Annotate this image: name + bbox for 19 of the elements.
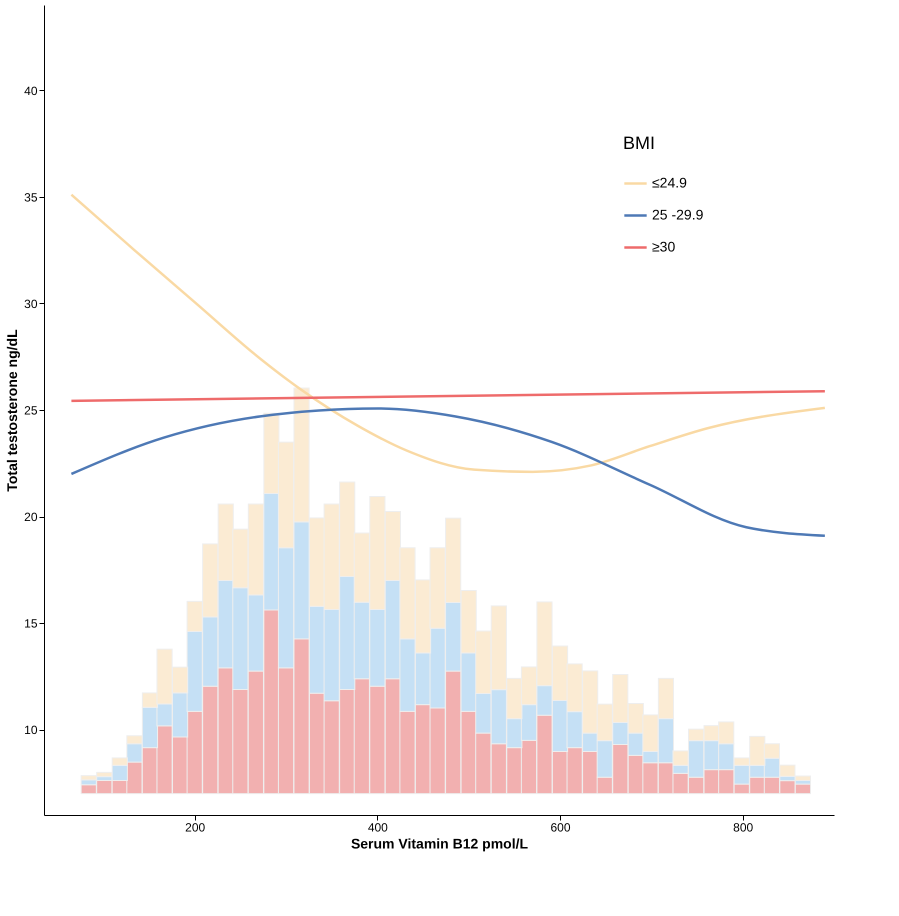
line-series xyxy=(70,407,826,538)
y-tick-label: 25 xyxy=(24,404,38,418)
y-tick-label: 40 xyxy=(24,84,38,98)
y-tick-label: 10 xyxy=(24,723,38,738)
x-tick-label: 800 xyxy=(733,820,754,834)
x-tick-label: 400 xyxy=(368,820,388,834)
y-axis-title: Total testosterone ng/dL xyxy=(4,328,20,492)
x-axis-title: Serum Vitamin B12 pmol/L xyxy=(350,836,529,852)
y-tick-label: 30 xyxy=(24,296,38,311)
y-tick-label: 20 xyxy=(24,510,38,524)
x-tick-label: 600 xyxy=(550,820,571,834)
line-series xyxy=(70,193,826,474)
x-tick-label: 200 xyxy=(185,820,206,834)
y-tick-label: 35 xyxy=(24,190,38,204)
legend-title: BMI xyxy=(623,133,656,153)
legend-label: ≥30 xyxy=(652,238,676,254)
legend-label: 25 -29.9 xyxy=(652,206,704,222)
y-tick-label: 15 xyxy=(24,616,38,631)
legend-label: ≤24.9 xyxy=(652,174,688,190)
